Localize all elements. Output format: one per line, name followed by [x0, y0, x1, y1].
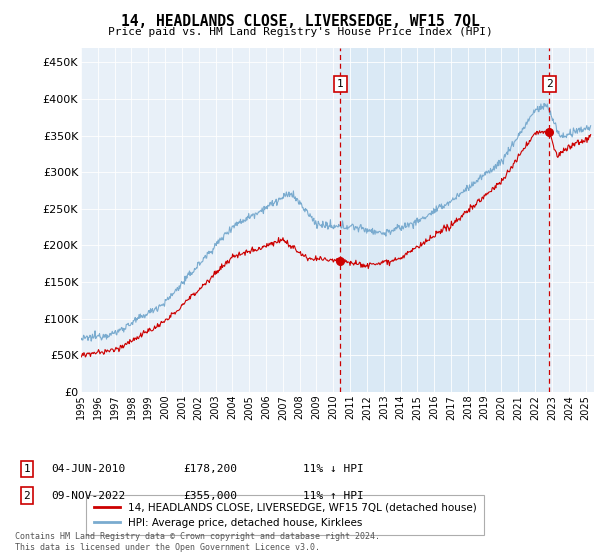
Text: 1: 1: [23, 464, 31, 474]
Text: Contains HM Land Registry data © Crown copyright and database right 2024.
This d: Contains HM Land Registry data © Crown c…: [15, 532, 380, 552]
Text: 09-NOV-2022: 09-NOV-2022: [51, 491, 125, 501]
Text: 11% ↑ HPI: 11% ↑ HPI: [303, 491, 364, 501]
Text: 1: 1: [337, 79, 344, 89]
Text: 14, HEADLANDS CLOSE, LIVERSEDGE, WF15 7QL: 14, HEADLANDS CLOSE, LIVERSEDGE, WF15 7Q…: [121, 14, 479, 29]
Text: £355,000: £355,000: [183, 491, 237, 501]
Text: 11% ↓ HPI: 11% ↓ HPI: [303, 464, 364, 474]
Text: £178,200: £178,200: [183, 464, 237, 474]
Bar: [340, 48, 550, 392]
Text: 2: 2: [23, 491, 31, 501]
Text: 04-JUN-2010: 04-JUN-2010: [51, 464, 125, 474]
Text: Price paid vs. HM Land Registry's House Price Index (HPI): Price paid vs. HM Land Registry's House …: [107, 27, 493, 38]
Legend: 14, HEADLANDS CLOSE, LIVERSEDGE, WF15 7QL (detached house), HPI: Average price, : 14, HEADLANDS CLOSE, LIVERSEDGE, WF15 7Q…: [86, 496, 484, 535]
Text: 2: 2: [546, 79, 553, 89]
